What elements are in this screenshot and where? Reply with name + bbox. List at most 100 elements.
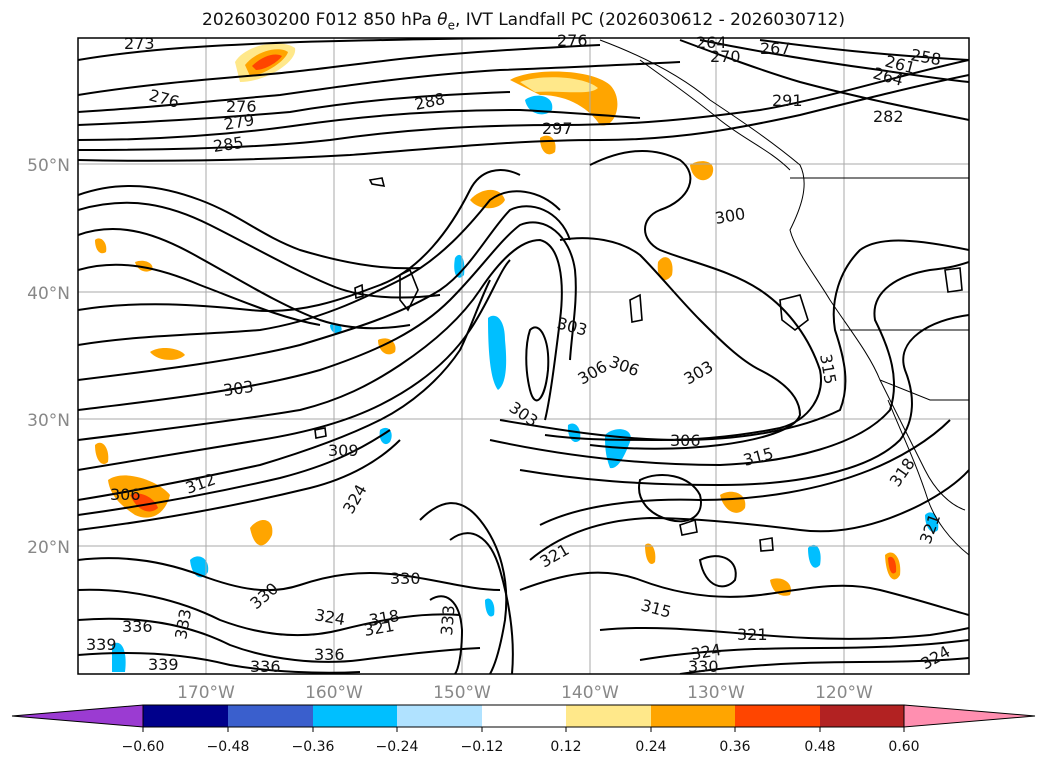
contour-line bbox=[529, 469, 969, 561]
ivt-patch bbox=[485, 598, 495, 617]
contour-line bbox=[599, 626, 969, 640]
ivt-patch bbox=[645, 543, 656, 565]
ivt-patch bbox=[250, 519, 273, 546]
colorbar-tick-label: 0.12 bbox=[550, 739, 581, 755]
contour-label: 267 bbox=[760, 39, 791, 58]
contour-line bbox=[419, 502, 508, 674]
contour-line bbox=[539, 419, 951, 526]
contour-line bbox=[489, 261, 969, 467]
contour-line bbox=[499, 239, 969, 442]
small-contours bbox=[314, 177, 963, 552]
contour-line bbox=[679, 657, 969, 674]
colorbar-segment bbox=[228, 705, 313, 727]
ivt-patch bbox=[112, 642, 126, 672]
contour-line bbox=[78, 557, 501, 592]
contour-line bbox=[78, 221, 577, 411]
contour-line bbox=[78, 259, 511, 471]
contour-line bbox=[78, 108, 641, 141]
colorbar-tick-label: 0.36 bbox=[719, 739, 750, 755]
contour-line bbox=[78, 91, 511, 126]
lon-label: 140°W bbox=[561, 683, 619, 703]
ivt-patch bbox=[488, 315, 507, 390]
lat-label: 30°N bbox=[27, 411, 70, 431]
contour-line bbox=[639, 639, 969, 661]
colorbar-ticks bbox=[142, 727, 905, 732]
coastline bbox=[599, 39, 966, 511]
contour-line bbox=[759, 39, 969, 61]
colorbar-tick-label: 0.24 bbox=[635, 739, 666, 755]
ivt-patch bbox=[95, 238, 107, 254]
contour-label: 276 bbox=[226, 97, 257, 116]
contour-label: 270 bbox=[710, 47, 741, 66]
map-frame bbox=[77, 37, 970, 675]
contour-line bbox=[679, 518, 698, 536]
contour-line bbox=[78, 201, 441, 299]
ivt-patch bbox=[888, 556, 897, 574]
lat-label: 40°N bbox=[27, 284, 70, 304]
lon-label: 170°W bbox=[177, 683, 235, 703]
contour-line bbox=[519, 314, 969, 487]
contour-label: 306 bbox=[110, 485, 141, 504]
contour-line bbox=[368, 177, 386, 187]
contour-label: 339 bbox=[86, 635, 117, 654]
colorbar-tick-label: −0.48 bbox=[207, 739, 250, 755]
border bbox=[879, 379, 969, 401]
colorbar-segment bbox=[313, 705, 397, 727]
contour-line bbox=[78, 652, 361, 674]
contour-label: 306 bbox=[670, 431, 701, 450]
contour-label: 330 bbox=[390, 569, 421, 588]
contour-line bbox=[679, 39, 969, 121]
lon-label: 160°W bbox=[305, 683, 363, 703]
colorbar-segment bbox=[651, 705, 735, 727]
ivt-patch bbox=[150, 348, 185, 360]
contour-line bbox=[944, 267, 963, 293]
contour-line bbox=[629, 293, 643, 323]
contour-label: 330 bbox=[688, 657, 719, 676]
colorbar-segment bbox=[735, 705, 820, 727]
contour-label: 303 bbox=[222, 377, 255, 400]
lat-label: 50°N bbox=[27, 156, 70, 176]
contour-line bbox=[449, 532, 514, 674]
contour-label: 273 bbox=[124, 34, 155, 53]
contour-line bbox=[399, 268, 419, 312]
colorbar-tick-label: −0.24 bbox=[376, 739, 419, 755]
colorbar-extend-low bbox=[11, 704, 144, 728]
contour-line bbox=[78, 429, 391, 516]
contour-line bbox=[78, 238, 563, 441]
colorbar: −0.60 −0.48 −0.36 −0.24 −0.12 0.12 0.24 … bbox=[11, 704, 1036, 755]
contour-line bbox=[78, 263, 321, 326]
contour-line bbox=[78, 59, 969, 151]
colorbar-segment bbox=[820, 705, 904, 727]
lat-axis: 50°N 40°N 30°N 20°N bbox=[27, 156, 70, 558]
contour-line bbox=[78, 184, 421, 270]
contour-line bbox=[354, 283, 364, 300]
contour-line bbox=[779, 294, 809, 332]
colorbar-segment bbox=[566, 705, 651, 727]
ivt-patch bbox=[657, 257, 673, 281]
ivt-patch bbox=[690, 161, 714, 181]
map-body bbox=[78, 38, 969, 674]
contour-label: 291 bbox=[772, 91, 803, 110]
lon-label: 150°W bbox=[433, 683, 491, 703]
lat-label: 20°N bbox=[27, 538, 70, 558]
colorbar-tick-label: −0.12 bbox=[461, 739, 504, 755]
contour-line bbox=[698, 555, 737, 588]
contour-label: 276 bbox=[557, 31, 588, 50]
lon-label: 120°W bbox=[815, 683, 873, 703]
coastline bbox=[639, 59, 791, 171]
ivt-patch bbox=[130, 493, 158, 512]
colorbar-segment bbox=[397, 705, 482, 727]
contour-line bbox=[314, 427, 327, 439]
contour-label: 285 bbox=[212, 133, 245, 156]
contour-label: 309 bbox=[328, 441, 359, 460]
colorbar-outline bbox=[142, 704, 905, 728]
contour-line bbox=[78, 439, 401, 531]
contour-label: 282 bbox=[873, 107, 904, 126]
ivt-patch bbox=[720, 491, 746, 513]
contour-line bbox=[78, 169, 521, 312]
ivt-patch bbox=[808, 544, 821, 568]
contour-line bbox=[699, 39, 969, 83]
contour-line bbox=[638, 474, 702, 523]
ivt-patch bbox=[252, 54, 282, 70]
contour-label: 321 bbox=[737, 625, 768, 644]
